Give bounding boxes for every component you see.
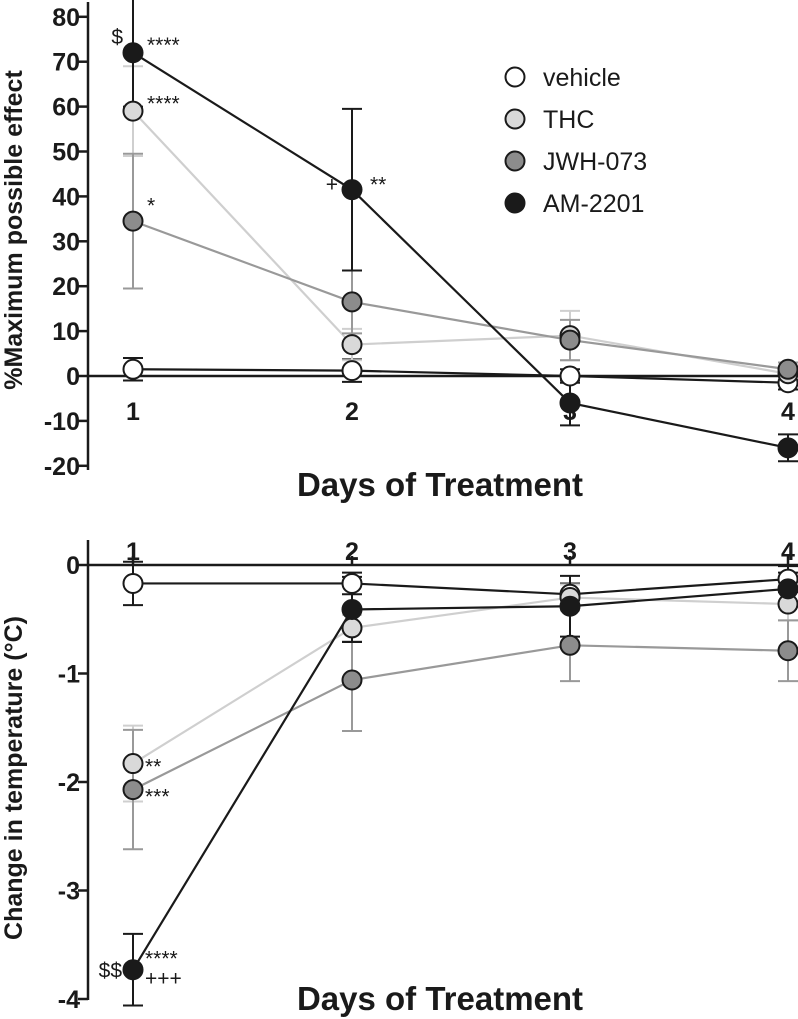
bottom-series (122, 560, 798, 1007)
bottom-y-tick-label: -3 (58, 878, 80, 906)
bottom-x-tick-label: 4 (781, 538, 795, 566)
top-y-tick-label: -20 (44, 453, 80, 481)
legend-label-am-2201: AM-2201 (543, 190, 644, 218)
top-significance-mark: ** (370, 173, 386, 196)
bottom-y-tick-label: 0 (66, 552, 80, 580)
top-line-am-2201 (132, 51, 789, 449)
top-y-tick-label: 60 (52, 94, 80, 122)
bottom-point-am-2201 (559, 595, 581, 617)
bottom-line-thc (132, 596, 789, 765)
bottom-x-axis: 1 2 3 4 (88, 538, 798, 567)
top-significance-mark: + (326, 173, 338, 196)
top-y-tick-label: 70 (52, 49, 80, 77)
bottom-line-vehicle (133, 578, 789, 596)
top-y-tick-label: 30 (52, 228, 80, 256)
bottom-significance-mark: ** (145, 756, 161, 779)
top-significance-mark: **** (147, 93, 180, 116)
bottom-point-jwh-073 (559, 634, 581, 656)
top-annotations: $ *********+ ** (111, 26, 386, 217)
top-significance-mark: $ (111, 26, 123, 49)
bottom-point-vehicle (122, 572, 144, 594)
top-point-jwh-073 (777, 358, 798, 380)
top-point-am-2201 (559, 392, 581, 414)
bottom-point-jwh-073 (777, 640, 798, 662)
bottom-x-tick-label: 1 (126, 538, 140, 566)
top-x-tick-label: 2 (345, 398, 359, 426)
top-line-thc (132, 110, 789, 375)
bottom-line-am-2201 (132, 587, 789, 971)
legend-marker-vehicle (504, 66, 526, 88)
top-x-axis-label: Days of Treatment (297, 466, 583, 503)
top-point-vehicle (341, 360, 363, 382)
top-point-am-2201 (122, 42, 144, 64)
bottom-x-tick-label: 3 (563, 538, 577, 566)
bottom-point-thc (122, 753, 144, 775)
top-y-tick-label: -10 (44, 408, 80, 436)
bottom-line-jwh-073 (132, 644, 789, 791)
bottom-x-tick-label: 2 (345, 538, 359, 566)
top-x-tick-label: 4 (781, 398, 795, 426)
legend-label-thc: THC (543, 106, 594, 134)
top-point-jwh-073 (122, 210, 144, 232)
top-line-jwh-073 (132, 220, 789, 371)
top-y-tick-label: 40 (52, 183, 80, 211)
legend-marker-am-2201 (504, 192, 526, 214)
bottom-y-tick-label: -1 (58, 661, 80, 689)
top-line-vehicle (132, 368, 789, 384)
bottom-point-am-2201 (122, 959, 144, 981)
legend-marker-thc (504, 108, 526, 130)
top-point-thc (341, 334, 363, 356)
top-y-tick-label: 80 (52, 4, 80, 32)
top-point-am-2201 (777, 437, 798, 459)
top-point-vehicle (559, 365, 581, 387)
top-significance-mark: * (147, 194, 155, 217)
bottom-significance-mark: **** (145, 948, 178, 971)
bottom-y-axis-label: Change in temperature (°C) (0, 616, 28, 940)
top-x-tick-label: 1 (126, 398, 140, 426)
bottom-point-jwh-073 (122, 779, 144, 801)
bottom-point-vehicle (341, 572, 363, 594)
bottom-significance-mark: +++ (145, 968, 182, 991)
bottom-y-axis: 0 -1 -2 -3 -4 (58, 540, 90, 1014)
legend-label-vehicle: vehicle (543, 64, 621, 92)
top-point-am-2201 (341, 179, 363, 201)
top-y-tick-label: 10 (52, 318, 80, 346)
bottom-x-axis-label: Days of Treatment (297, 980, 583, 1017)
legend-label-jwh-073: JWH-073 (543, 148, 647, 176)
top-y-tick-label: 0 (66, 363, 80, 391)
legend: vehicle THC JWH-073 AM-2201 (504, 64, 647, 218)
top-point-jwh-073 (341, 291, 363, 313)
bottom-point-thc (341, 617, 363, 639)
bottom-y-tick-label: -4 (58, 986, 80, 1014)
top-y-axis-label: %Maximum possible effect (0, 70, 28, 390)
bottom-significance-mark: $$ (99, 960, 123, 983)
bottom-point-am-2201 (777, 578, 798, 600)
legend-marker-jwh-073 (504, 150, 526, 172)
top-point-thc (122, 100, 144, 122)
bottom-y-tick-label: -2 (58, 769, 80, 797)
bottom-annotations: *****$$****+++ (99, 756, 182, 991)
top-significance-mark: **** (147, 34, 180, 57)
top-y-axis: -20 -10 0 10 20 30 40 50 60 70 80 (44, 2, 90, 481)
top-y-tick-label: 20 (52, 273, 80, 301)
top-point-vehicle (122, 358, 144, 380)
bottom-point-jwh-073 (341, 669, 363, 691)
bottom-point-am-2201 (341, 598, 363, 620)
top-point-jwh-073 (559, 329, 581, 351)
bottom-significance-mark: *** (145, 786, 170, 809)
top-series (122, 0, 798, 463)
top-y-tick-label: 50 (52, 139, 80, 167)
